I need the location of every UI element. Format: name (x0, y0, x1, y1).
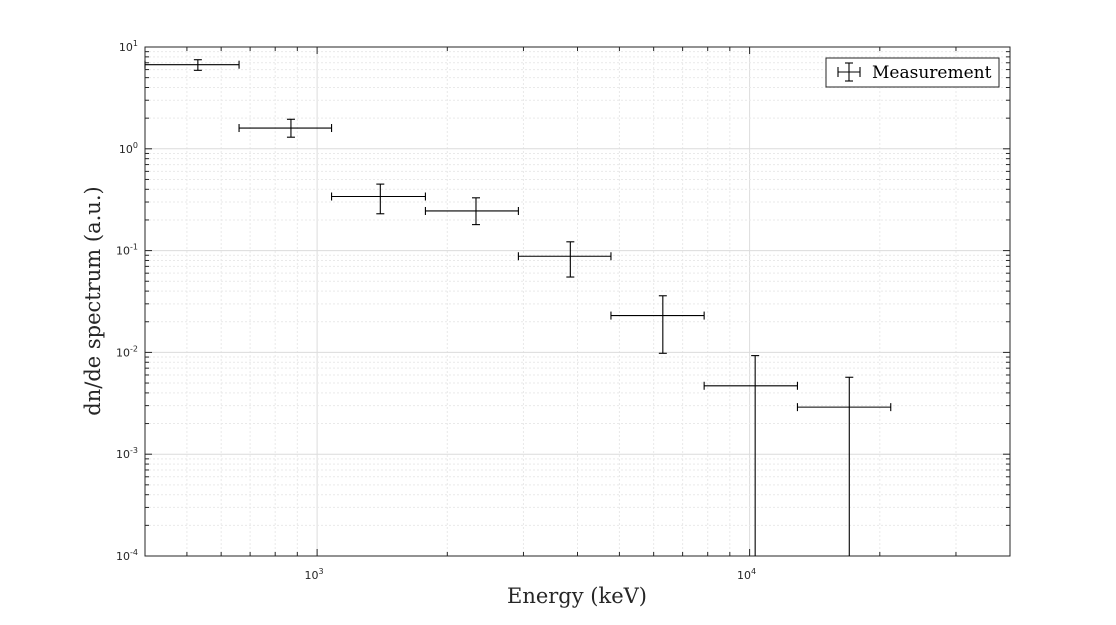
y-tick-label: 10-3 (116, 446, 138, 461)
data-point-errorbar (610, 295, 705, 354)
data-point-errorbar (517, 241, 612, 278)
y-tick-label: 10-4 (116, 548, 138, 563)
y-tick-label: 100 (119, 141, 138, 156)
grid-lines (144, 46, 1011, 557)
legend-symbol (837, 62, 861, 82)
data-point-errorbar (796, 376, 892, 556)
data-point-errorbar (144, 59, 240, 71)
y-tick-label: 101 (119, 39, 138, 54)
y-tick-labels: 101 100 10-1 10-2 10-3 10-4 (116, 39, 138, 563)
data-point-errorbar (703, 355, 798, 556)
data-point-errorbar (331, 183, 426, 215)
legend-entry-measurement: Measurement (872, 63, 992, 83)
data-point-errorbar (424, 197, 519, 226)
y-tick-label: 10-1 (116, 243, 138, 258)
x-axis-label: Energy (keV) (507, 584, 647, 608)
y-tick-label: 10-2 (116, 344, 138, 359)
axis-ticks (144, 46, 1011, 557)
y-axis-label: dn/de spectrum (a.u.) (81, 186, 105, 415)
x-tick-label: 104 (737, 567, 756, 582)
legend: Measurement (825, 57, 1000, 88)
x-tick-labels: 103 104 (305, 567, 757, 582)
x-tick-label: 103 (305, 567, 324, 582)
measurement-series (144, 59, 892, 556)
data-point-errorbar (238, 118, 333, 138)
